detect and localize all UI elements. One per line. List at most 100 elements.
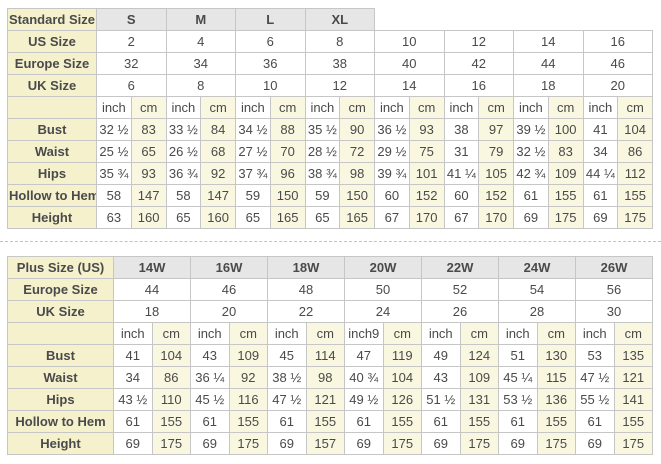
measurement-cell: 69 [421, 432, 461, 455]
table-corner-label: Plus Size (US) [7, 256, 114, 279]
measurement-cell: 92 [228, 366, 268, 389]
measurement-cell: 175 [151, 432, 191, 455]
measurement-cell: 31 [443, 140, 480, 163]
measurement-cell: 28 ½ [304, 140, 341, 163]
table-row: Waist 25 ½ 65 26 ½ 68 27 ½ 70 28 ½ 72 29 ½ 75 31 79 3… [7, 140, 653, 163]
measurement-cell: 39 ¾ [374, 162, 410, 185]
size-group-header: L [235, 8, 306, 31]
table-corner-label: Standard Size [7, 8, 97, 31]
row-label: Waist [7, 140, 97, 163]
size-value-cell: 48 [267, 278, 345, 301]
measurement-cell: 147 [130, 184, 167, 207]
size-value-cell: 20 [582, 74, 653, 97]
measurement-cell: 43 [190, 344, 230, 367]
unit-header-cell: inch [513, 96, 549, 119]
measurement-cell: 32 ½ [96, 118, 132, 141]
size-value-cell: 2 [96, 30, 167, 53]
plus-size-chart-table: Plus Size (US) 14W 16W 18W 20W 22W 24W 26W Europ… [7, 256, 653, 455]
unit-header-cell: inch [96, 96, 132, 119]
size-value-cell: 8 [165, 74, 236, 97]
row-label: Europe Size [7, 278, 114, 301]
measurement-cell: 98 [339, 162, 375, 185]
measurement-cell: 43 [421, 366, 461, 389]
measurement-cell: 49 [421, 344, 461, 367]
measurement-cell: 67 [374, 206, 410, 229]
size-value-cell: 20 [190, 300, 268, 323]
measurement-cell: 104 [151, 344, 191, 367]
unit-header-cell: cm [382, 322, 422, 345]
measurement-cell: 155 [617, 184, 653, 207]
measurement-cell: 75 [408, 140, 445, 163]
measurement-cell: 65 [235, 206, 271, 229]
unit-header-cell: inch [190, 322, 230, 345]
size-value-cell: 42 [443, 52, 514, 75]
measurement-cell: 41 [582, 118, 619, 141]
measurement-cell: 155 [547, 184, 584, 207]
size-value-cell: 8 [304, 30, 375, 53]
measurement-cell: 45 ½ [190, 388, 230, 411]
measurement-cell: 39 ½ [513, 118, 549, 141]
size-value-cell: 18 [113, 300, 191, 323]
row-label: Hollow to Hem [7, 184, 97, 207]
size-value-cell: 22 [267, 300, 345, 323]
unit-header-cell: cm [130, 96, 167, 119]
size-group-header: 18W [267, 256, 345, 279]
measurement-cell: 160 [130, 206, 167, 229]
size-value-cell: 30 [575, 300, 653, 323]
measurement-cell: 41 [113, 344, 153, 367]
unit-header-cell: inch [165, 96, 202, 119]
size-value-cell: 14 [513, 30, 584, 53]
unit-header-cell: cm [269, 96, 306, 119]
table-row: Hollow to Hem 58 147 58 147 59 150 59 150 60 152 60… [7, 184, 653, 207]
measurement-cell: 136 [536, 388, 576, 411]
measurement-cell: 175 [547, 206, 584, 229]
row-label: Europe Size [7, 52, 97, 75]
measurement-cell: 47 ½ [267, 388, 307, 411]
table-row: US Size 2 4 6 8 10 12 14 16 [7, 30, 653, 53]
unit-header-cell: cm [339, 96, 375, 119]
measurement-cell: 69 [575, 432, 615, 455]
measurement-cell: 69 [513, 206, 549, 229]
measurement-cell: 72 [339, 140, 375, 163]
unit-header-cell: cm [613, 322, 653, 345]
size-group-header: S [96, 8, 167, 31]
measurement-cell: 65 [304, 206, 341, 229]
size-value-cell: 36 [235, 52, 306, 75]
measurement-cell: 65 [130, 140, 167, 163]
measurement-cell: 69 [582, 206, 619, 229]
size-value-cell: 56 [575, 278, 653, 301]
size-value-cell: 12 [304, 74, 375, 97]
measurement-cell: 93 [408, 118, 445, 141]
measurement-cell: 141 [613, 388, 653, 411]
measurement-cell: 61 [267, 410, 307, 433]
size-value-cell: 26 [421, 300, 499, 323]
measurement-cell: 61 [190, 410, 230, 433]
measurement-cell: 105 [478, 162, 514, 185]
row-label: UK Size [7, 300, 114, 323]
measurement-cell: 79 [478, 140, 514, 163]
measurement-cell: 115 [536, 366, 576, 389]
measurement-cell: 93 [130, 162, 167, 185]
size-value-cell: 16 [582, 30, 653, 53]
measurement-cell: 83 [547, 140, 584, 163]
size-value-cell: 52 [421, 278, 499, 301]
measurement-cell: 37 ¾ [235, 162, 271, 185]
unit-row-corner-cell [7, 96, 97, 119]
row-label: US Size [7, 30, 97, 53]
measurement-cell: 68 [200, 140, 236, 163]
measurement-cell: 58 [165, 184, 202, 207]
measurement-cell: 98 [305, 366, 345, 389]
unit-header-cell: cm [151, 322, 191, 345]
size-group-header: 16W [190, 256, 268, 279]
measurement-cell: 131 [459, 388, 499, 411]
measurement-cell: 92 [200, 162, 236, 185]
measurement-cell: 112 [617, 162, 653, 185]
measurement-cell: 126 [382, 388, 422, 411]
unit-header-cell: inch [582, 96, 619, 119]
measurement-cell: 86 [617, 140, 653, 163]
measurement-cell: 36 ½ [374, 118, 410, 141]
table-row: Height 63 160 65 160 65 165 65 165 67 170 67 170 69 17… [7, 206, 653, 229]
measurement-cell: 175 [228, 432, 268, 455]
unit-header-cell: inch [113, 322, 153, 345]
